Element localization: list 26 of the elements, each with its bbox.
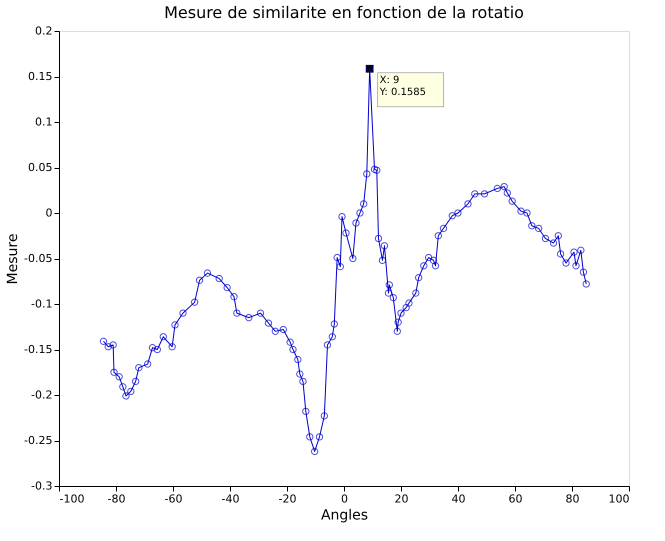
y-axis-title: Mesure [5,234,22,284]
y-tick-label: 0 [46,206,52,220]
y-tick-label: -0.05 [24,252,52,265]
annotation: X: 9 Y: 0.1585 [378,74,426,98]
x-axis-title: Angles [320,508,368,524]
x-tick-label: -80 [108,492,126,506]
x-tick-label: 0 [341,492,348,506]
x-tick-label: -60 [164,492,182,506]
x-tick-label: 60 [508,492,522,506]
x-tick-label: 40 [452,492,466,506]
y-tick-label: -0.15 [24,343,52,356]
y-tick-label: 0.15 [28,70,52,83]
x-tick-label: -100 [60,492,84,506]
x-tick-label: 20 [394,492,408,506]
y-tick-label: -0.3 [31,480,52,492]
y-tick-label: 0.1 [35,116,52,128]
y-tick-label: 0.2 [35,24,52,38]
y-tick-label: -0.2 [31,388,52,402]
y-tick-label: 0.05 [28,161,52,174]
x-tick-label: 80 [566,492,580,506]
y-tick-label: -0.25 [24,434,52,447]
x-tick-label: 100 [608,492,630,506]
chart-title: Mesure de similarite en fonction de la rotatio [164,3,524,22]
y-tick-label: -0.1 [31,298,52,310]
x-tick-label: -20 [278,492,296,506]
x-tick-label: -40 [222,492,240,506]
